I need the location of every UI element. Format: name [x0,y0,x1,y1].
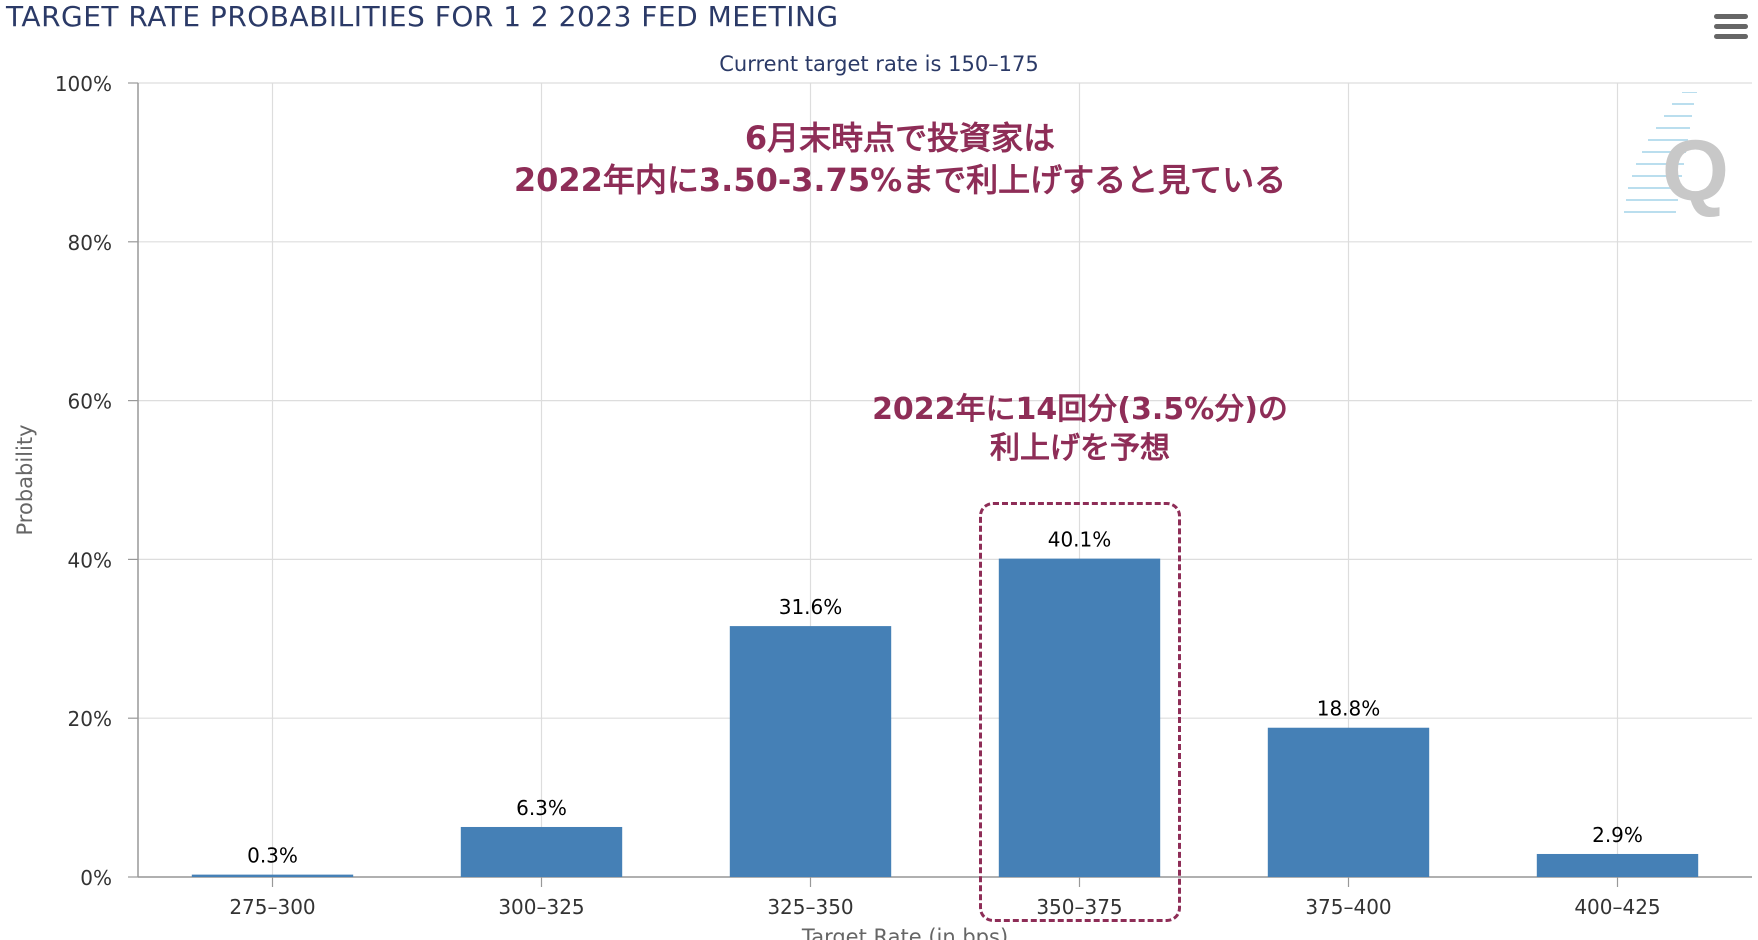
data-label: 2.9% [1592,823,1643,847]
y-tick-label: 80% [68,231,112,255]
x-tick-label: 275–300 [229,895,315,919]
bar-275–300 [191,874,354,877]
data-label: 40.1% [1048,528,1112,552]
data-label: 31.6% [779,595,843,619]
annotation-top-line1: 6月末時点で投資家は [744,119,1056,157]
y-axis-title: Probability [13,424,37,535]
svg-text:Q: Q [1662,123,1729,219]
y-tick-label: 0% [80,866,112,890]
x-tick-label: 400–425 [1574,895,1660,919]
data-label: 6.3% [516,796,567,820]
data-label: 18.8% [1317,697,1381,721]
bar-400–425 [1536,853,1699,877]
chart-subtitle: Current target rate is 150–175 [719,52,1039,76]
data-label: 0.3% [247,844,298,868]
bar-300–325 [460,826,623,877]
annotation-investor-expectation: 6月末時点で投資家は 2022年内に3.50-3.75%まで利上げすると見ている [400,118,1400,201]
bar-350–375 [998,558,1161,877]
x-tick-label: 325–350 [767,895,853,919]
highlight-box-350-375 [979,502,1181,922]
hamburger-menu-icon[interactable] [1714,14,1748,42]
y-tick-label: 100% [55,72,112,96]
annotation-rate-hike-forecast: 2022年に14回分(3.5%分)の 利上げを予想 [780,390,1380,468]
y-tick-label: 20% [68,707,112,731]
x-tick-label: 300–325 [498,895,584,919]
annotation-top-line2: 2022年内に3.50-3.75%まで利上げすると見ている [513,160,1287,199]
bar-325–350 [729,626,892,877]
y-tick-label: 40% [68,548,112,572]
annotation-mid-line1: 2022年に14回分(3.5%分)の [872,392,1288,427]
chart-title: TARGET RATE PROBABILITIES FOR 1 2 2023 F… [6,0,839,33]
x-tick-label: 375–400 [1305,895,1391,919]
x-tick-label: 350–375 [1036,895,1122,919]
x-axis-title: Target Rate (in bps) [801,925,1008,940]
quikstrike-logo-icon: Q [1624,92,1729,219]
bar-375–400 [1267,727,1430,877]
y-tick-label: 60% [68,390,112,414]
annotation-mid-line2: 利上げを予想 [990,431,1170,466]
